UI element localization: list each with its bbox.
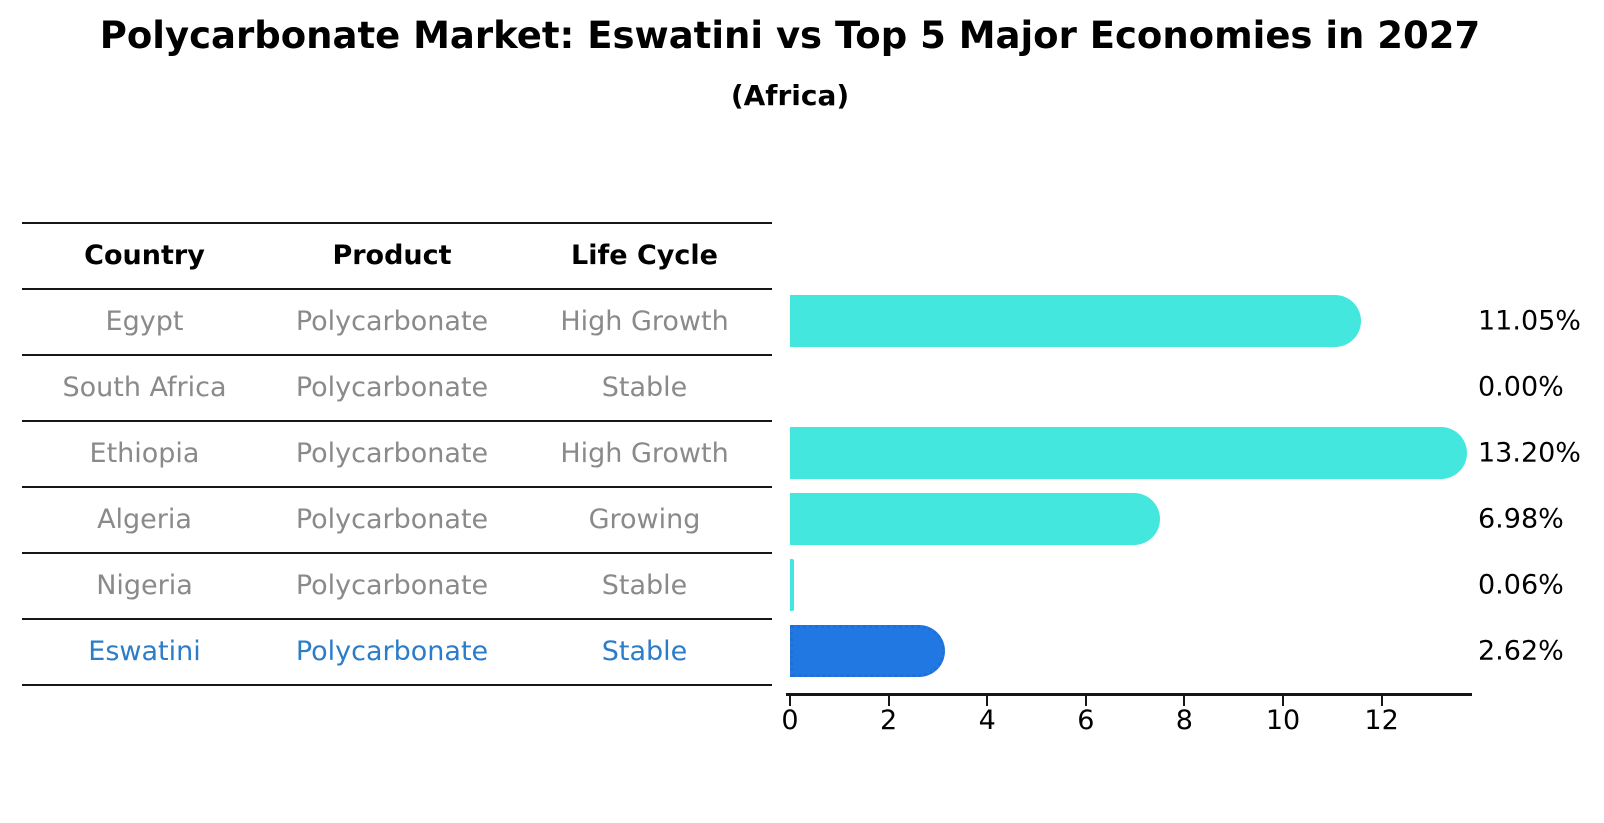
x-axis-tick-label: 4 bbox=[978, 705, 996, 736]
column-header-life-cycle: Life Cycle bbox=[571, 239, 718, 271]
table-row-eswatini: Eswatini Polycarbonate Stable bbox=[22, 618, 772, 684]
value-label-egypt: 11.05% bbox=[1478, 305, 1581, 337]
cell-country: South Africa bbox=[62, 371, 227, 403]
table-rule bbox=[22, 354, 772, 356]
x-axis-tick bbox=[789, 696, 791, 706]
cell-country: Nigeria bbox=[96, 569, 193, 601]
value-label-algeria: 6.98% bbox=[1478, 503, 1564, 535]
cell-product: Polycarbonate bbox=[295, 503, 489, 535]
value-label-south-africa: 0.00% bbox=[1478, 371, 1564, 403]
cell-product: Polycarbonate bbox=[295, 569, 489, 601]
table-row-algeria: Algeria Polycarbonate Growing bbox=[22, 486, 772, 552]
x-axis-tick-label: 10 bbox=[1265, 705, 1301, 736]
table-rule bbox=[22, 552, 772, 554]
x-axis-tick bbox=[1183, 696, 1186, 706]
x-axis-tick bbox=[1380, 696, 1383, 706]
x-axis-tick-label: 12 bbox=[1364, 705, 1399, 736]
value-label-ethiopia: 13.20% bbox=[1478, 437, 1581, 469]
chart-title: Polycarbonate Market: Eswatini vs Top 5 … bbox=[99, 14, 1481, 57]
bar-egypt bbox=[790, 295, 1361, 347]
cell-product: Polycarbonate bbox=[295, 437, 489, 469]
cell-life-cycle: Stable bbox=[601, 569, 688, 601]
cell-country: Algeria bbox=[97, 503, 192, 535]
x-axis-tick-label: 2 bbox=[880, 705, 898, 736]
table-row-nigeria: Nigeria Polycarbonate Stable bbox=[22, 552, 772, 618]
table-row-egypt: Egypt Polycarbonate High Growth bbox=[22, 288, 772, 354]
table-rule bbox=[22, 486, 772, 488]
x-axis-tick-label: 6 bbox=[1077, 705, 1095, 736]
chart-subtitle: (Africa) bbox=[730, 79, 850, 112]
table-rule bbox=[22, 288, 772, 290]
bar-ethiopia bbox=[790, 427, 1467, 479]
x-axis bbox=[786, 693, 1472, 696]
value-label-nigeria: 0.06% bbox=[1478, 569, 1564, 601]
cell-life-cycle: Stable bbox=[601, 371, 688, 403]
bar-nigeria bbox=[790, 559, 794, 611]
table-row-ethiopia: Ethiopia Polycarbonate High Growth bbox=[22, 420, 772, 486]
cell-life-cycle: Stable bbox=[601, 635, 688, 667]
x-axis-tick-label: 8 bbox=[1175, 705, 1193, 736]
table-rule bbox=[22, 420, 772, 422]
table-rule bbox=[22, 684, 772, 686]
table-rule bbox=[22, 222, 772, 224]
cell-product: Polycarbonate bbox=[295, 305, 489, 337]
cell-life-cycle: High Growth bbox=[560, 305, 729, 337]
bar-eswatini bbox=[790, 625, 945, 677]
column-header-country: Country bbox=[84, 239, 205, 271]
column-header-product: Product bbox=[332, 239, 452, 271]
table-header-row: Country Product Life Cycle bbox=[22, 222, 772, 288]
table-row-south-africa: South Africa Polycarbonate Stable bbox=[22, 354, 772, 420]
cell-country: Ethiopia bbox=[89, 437, 200, 469]
cell-country: Egypt bbox=[105, 305, 184, 337]
x-axis-tick bbox=[986, 696, 989, 706]
x-axis-tick bbox=[1282, 696, 1284, 706]
cell-life-cycle: Growing bbox=[588, 503, 701, 535]
x-axis-tick bbox=[887, 696, 890, 706]
cell-country: Eswatini bbox=[88, 635, 201, 667]
x-axis-tick-label: 0 bbox=[781, 705, 799, 736]
table-rule bbox=[22, 618, 772, 620]
cell-product: Polycarbonate bbox=[295, 371, 489, 403]
x-axis-tick bbox=[1084, 696, 1087, 706]
cell-product: Polycarbonate bbox=[295, 635, 489, 667]
bar-algeria bbox=[790, 493, 1160, 545]
value-label-eswatini: 2.62% bbox=[1478, 635, 1564, 667]
cell-life-cycle: High Growth bbox=[560, 437, 729, 469]
